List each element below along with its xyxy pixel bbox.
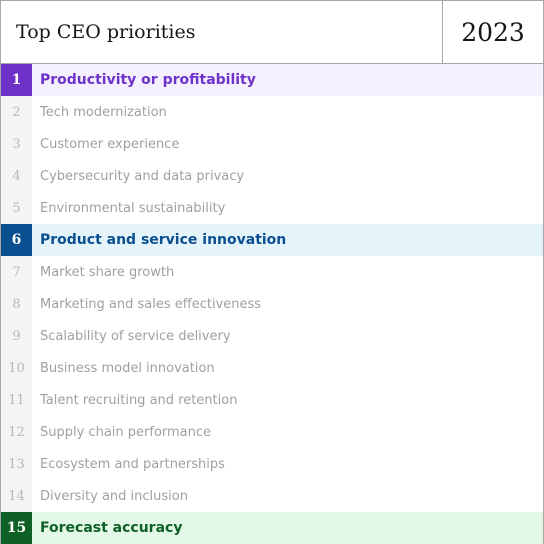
- priority-label: Talent recruiting and retention: [40, 392, 238, 408]
- priority-label: Scalability of service delivery: [40, 328, 231, 344]
- priority-rank: 13: [1, 448, 32, 480]
- priority-rank: 7: [1, 256, 32, 288]
- priority-row: 5 Environmental sustainability: [1, 192, 543, 224]
- card-header: Top CEO priorities 2023: [1, 1, 543, 64]
- priority-rank: 6: [1, 224, 32, 256]
- priority-label: Tech modernization: [40, 104, 167, 120]
- priority-row: 6 Product and service innovation: [1, 224, 543, 256]
- year-label: 2023: [442, 1, 543, 63]
- priority-row: 10 Business model innovation: [1, 352, 543, 384]
- priority-rank: 14: [1, 480, 32, 512]
- priority-rank: 10: [1, 352, 32, 384]
- priority-label: Business model innovation: [40, 360, 215, 376]
- priority-rank: 2: [1, 96, 32, 128]
- priority-row: 8 Marketing and sales effectiveness: [1, 288, 543, 320]
- priority-row: 11 Talent recruiting and retention: [1, 384, 543, 416]
- priority-row: 14 Diversity and inclusion: [1, 480, 543, 512]
- priority-label: Supply chain performance: [40, 424, 212, 440]
- priority-rank: 5: [1, 192, 32, 224]
- priority-rank: 8: [1, 288, 32, 320]
- priority-row: 1 Productivity or profitability: [1, 64, 543, 96]
- priority-rank: 15: [1, 512, 32, 544]
- priority-rank: 9: [1, 320, 32, 352]
- priority-label: Diversity and inclusion: [40, 488, 188, 504]
- priority-label: Marketing and sales effectiveness: [40, 296, 262, 312]
- priority-row: 3 Customer experience: [1, 128, 543, 160]
- priority-rank: 1: [1, 64, 32, 96]
- priority-rank: 3: [1, 128, 32, 160]
- priority-rank: 11: [1, 384, 32, 416]
- priority-rank: 12: [1, 416, 32, 448]
- priority-row: 2 Tech modernization: [1, 96, 543, 128]
- priority-label: Market share growth: [40, 264, 175, 280]
- priority-row: 7 Market share growth: [1, 256, 543, 288]
- card-title: Top CEO priorities: [16, 21, 196, 43]
- priority-row: 4 Cybersecurity and data privacy: [1, 160, 543, 192]
- priority-rank: 4: [1, 160, 32, 192]
- priority-row: 15 Forecast accuracy: [1, 512, 543, 544]
- priority-row: 13 Ecosystem and partnerships: [1, 448, 543, 480]
- priority-label: Cybersecurity and data privacy: [40, 168, 245, 184]
- priority-label: Product and service innovation: [40, 232, 287, 248]
- priority-row: 12 Supply chain performance: [1, 416, 543, 448]
- priority-list: 1 Productivity or profitability 2 Tech mode…: [1, 64, 543, 544]
- priority-label: Environmental sustainability: [40, 200, 226, 216]
- priority-label: Forecast accuracy: [40, 520, 183, 536]
- priority-label: Customer experience: [40, 136, 180, 152]
- priority-label: Productivity or profitability: [40, 72, 256, 88]
- priority-label: Ecosystem and partnerships: [40, 456, 225, 472]
- priority-row: 9 Scalability of service delivery: [1, 320, 543, 352]
